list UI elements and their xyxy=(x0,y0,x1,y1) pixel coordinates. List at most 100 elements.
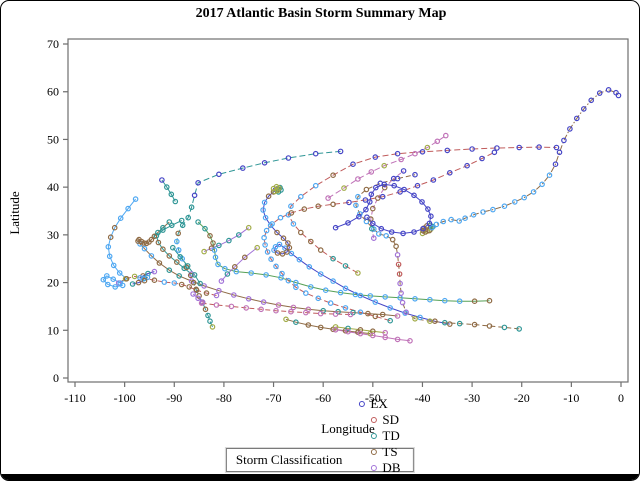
storm-point-HU xyxy=(352,291,359,298)
storm-point-HU xyxy=(402,310,408,316)
legend-label-EX: EX xyxy=(370,396,388,411)
storm-point-EX xyxy=(400,230,406,237)
storm-point-TS xyxy=(389,236,396,243)
track-wave-3-line xyxy=(327,135,447,199)
storm-point-HU xyxy=(470,212,477,218)
storm-point-HU xyxy=(144,274,151,281)
track-emily-markers xyxy=(201,224,252,255)
storm-point-HU xyxy=(429,224,435,231)
storm-point-WV xyxy=(325,195,331,201)
storm-point-WV xyxy=(213,302,220,308)
storm-point-TS xyxy=(330,172,336,179)
storm-point-HU xyxy=(412,295,418,302)
storm-point-EX xyxy=(381,181,388,188)
storm-point-WV xyxy=(317,310,324,317)
storm-point-HU xyxy=(279,270,285,277)
storm-point-TS xyxy=(203,290,210,296)
storm-point-WV xyxy=(258,306,264,313)
track-nate-line xyxy=(176,150,341,328)
storm-point-HU xyxy=(285,277,292,284)
storm-point-HU xyxy=(276,241,283,248)
storm-point-EX xyxy=(420,225,426,232)
storm-point-EX xyxy=(479,155,485,162)
storm-point-WV xyxy=(382,334,389,341)
storm-point-EX xyxy=(312,150,319,157)
storm-point-HU xyxy=(296,256,303,263)
storm-point-HU xyxy=(342,305,349,311)
storm-point-HU xyxy=(248,270,255,276)
storm-point-HU xyxy=(357,292,364,299)
y-tick-label: 20 xyxy=(47,276,59,290)
storm-point-TD xyxy=(226,237,232,244)
storm-point-HU xyxy=(375,231,382,237)
storm-point-TD xyxy=(184,263,191,269)
storm-point-HU xyxy=(511,199,518,205)
storm-point-WV xyxy=(290,304,297,311)
storm-point-HU xyxy=(132,196,139,202)
storm-point-TS xyxy=(381,184,388,191)
storm-point-HU xyxy=(546,172,553,179)
legend-item-TD: TD xyxy=(370,428,404,444)
storm-point-TS xyxy=(305,322,312,328)
storm-point-DB xyxy=(218,278,225,284)
storm-point-TS xyxy=(315,203,322,210)
storm-point-HU xyxy=(175,247,182,253)
storm-point-TS xyxy=(232,263,238,270)
storm-point-HU xyxy=(117,215,124,222)
storm-point-DB xyxy=(199,299,206,305)
storm-point-TS xyxy=(279,251,286,257)
storm-point-HU xyxy=(141,245,148,252)
storm-point-HU xyxy=(353,202,359,209)
storm-point-TD xyxy=(224,271,231,277)
storm-point-HU xyxy=(110,262,117,269)
storm-point-HU xyxy=(363,218,370,225)
storm-point-LO xyxy=(341,185,347,191)
track-remnant-west-markers xyxy=(100,196,139,290)
storm-track-markers xyxy=(100,87,622,344)
storm-point-HU xyxy=(105,281,111,288)
storm-point-TS xyxy=(190,279,197,286)
track-ophelia-line xyxy=(422,89,619,234)
storm-point-HU xyxy=(480,209,486,215)
track-td-short-markers xyxy=(170,244,203,287)
storm-point-EX xyxy=(350,161,356,168)
storm-point-EX xyxy=(605,87,612,93)
track-north-short-markers xyxy=(159,177,179,205)
y-tick-label: 10 xyxy=(47,323,59,337)
track-rina-markers xyxy=(367,168,407,242)
y-tick-label: 30 xyxy=(47,228,59,242)
storm-point-LO xyxy=(274,187,281,194)
storm-point-EX xyxy=(401,186,407,193)
storm-point-TS xyxy=(148,236,155,243)
storm-point-EX xyxy=(464,162,470,169)
storm-point-WV xyxy=(369,332,376,339)
storm-point-HU xyxy=(171,280,178,286)
storm-point-HU xyxy=(264,249,271,255)
storm-point-TS xyxy=(486,297,493,304)
storm-point-EX xyxy=(337,148,344,155)
storm-point-EX xyxy=(615,92,622,99)
storm-point-TS xyxy=(486,323,493,329)
storm-point-HU xyxy=(104,273,110,279)
storm-point-EX xyxy=(494,145,500,151)
storm-point-HU xyxy=(456,218,463,224)
storm-point-TD xyxy=(207,318,213,325)
storm-point-SD xyxy=(395,261,402,268)
storm-point-EX xyxy=(378,225,385,232)
storm-point-EX xyxy=(426,220,433,227)
track-philippe-line xyxy=(221,247,258,282)
storm-point-HU xyxy=(490,206,496,213)
track-irma-markers xyxy=(195,219,493,305)
storm-point-HU xyxy=(317,271,324,277)
storm-point-TS xyxy=(363,186,370,193)
storm-point-TS xyxy=(207,233,213,239)
storm-point-WV xyxy=(275,302,282,308)
storm-point-WV xyxy=(243,305,250,311)
storm-point-EX xyxy=(366,199,373,205)
storm-point-TD xyxy=(129,281,136,287)
storm-point-WV xyxy=(228,303,235,310)
storm-point-HU xyxy=(233,268,240,275)
storm-point-HU xyxy=(306,263,313,270)
storm-point-TD xyxy=(441,319,448,326)
